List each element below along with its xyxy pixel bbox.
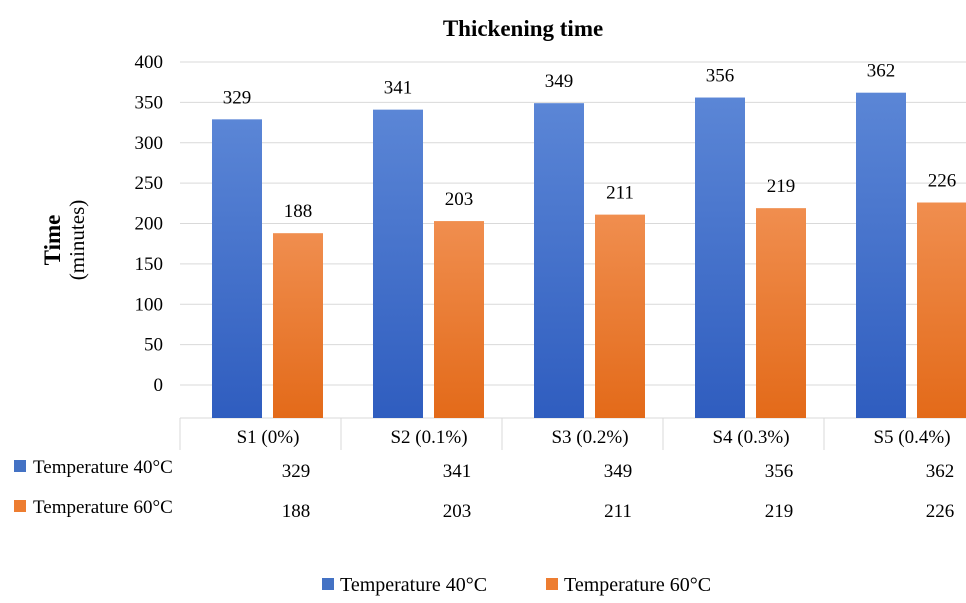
data-label: 329: [223, 87, 252, 108]
legend-label: Temperature 60°C: [564, 574, 711, 596]
category-label: S3 (0.2%): [551, 427, 628, 448]
bar-t60-5: [917, 202, 966, 418]
data-label: 341: [384, 78, 413, 99]
y-tick-label: 50: [144, 335, 163, 356]
legend: Temperature 40°C Temperature 60°C: [322, 574, 711, 596]
table-cell: 203: [443, 501, 472, 522]
table-cell: 188: [282, 501, 311, 522]
category-label: S5 (0.4%): [873, 427, 950, 448]
data-label: 219: [767, 176, 796, 197]
y-tick-label: 300: [135, 133, 164, 154]
category-labels: S1 (0%) S2 (0.1%) S3 (0.2%) S4 (0.3%) S5 (0.…: [237, 427, 951, 448]
data-label: 356: [706, 66, 735, 87]
bar-t40-4: [695, 97, 745, 418]
category-label: S1 (0%): [237, 427, 300, 448]
y-tick-label: 400: [135, 52, 164, 73]
y-axis-label-main: Time: [40, 215, 65, 266]
bars: [212, 92, 966, 419]
y-axis-ticks: 0 50 100 150 200 250 300 350 400: [135, 52, 164, 396]
legend-key-t60: [546, 578, 558, 590]
table-cell: 211: [604, 501, 632, 522]
bar-t40-5: [856, 92, 906, 418]
bar-t60-1: [273, 233, 323, 418]
table-cell: 362: [926, 461, 955, 482]
table-series-name: Temperature 40°C: [33, 457, 173, 478]
bar-t40-2: [373, 109, 423, 418]
bar-t40-3: [534, 103, 584, 419]
data-label: 203: [445, 189, 474, 210]
y-tick-label: 0: [154, 375, 164, 396]
table-key-t60: [14, 500, 26, 512]
table-cell: 349: [604, 461, 633, 482]
data-label: 349: [545, 71, 574, 92]
table-cell: 329: [282, 461, 311, 482]
y-axis-label-unit: (minutes): [65, 200, 89, 280]
table-cell: 356: [765, 461, 794, 482]
y-tick-label: 150: [135, 254, 164, 275]
table-cell: 219: [765, 501, 794, 522]
legend-label: Temperature 40°C: [340, 574, 487, 596]
y-tick-label: 250: [135, 173, 164, 194]
bar-t60-4: [756, 208, 806, 418]
bar-t40-1: [212, 119, 262, 419]
y-tick-label: 350: [135, 92, 164, 113]
data-label: 211: [606, 183, 634, 204]
category-label: S4 (0.3%): [712, 427, 789, 448]
data-labels: 329 341 349 356 362 188 203 211 219 226: [223, 61, 957, 223]
data-label: 226: [928, 171, 957, 192]
y-tick-label: 100: [135, 294, 164, 315]
legend-key-t40: [322, 578, 334, 590]
y-axis-label: Time (minutes): [40, 200, 89, 280]
data-table: Temperature 40°C 329 341 349 356 362 Temperatu…: [14, 457, 954, 522]
table-series-name: Temperature 60°C: [33, 497, 173, 518]
chart-title: Thickening time: [443, 16, 603, 41]
y-tick-label: 200: [135, 214, 164, 235]
data-label: 188: [284, 201, 313, 222]
table-key-t40: [14, 460, 26, 472]
table-cell: 226: [926, 501, 955, 522]
bar-t60-2: [434, 221, 484, 418]
category-label: S2 (0.1%): [390, 427, 467, 448]
bar-t60-3: [595, 214, 645, 418]
data-label: 362: [867, 61, 896, 82]
table-cell: 341: [443, 461, 472, 482]
